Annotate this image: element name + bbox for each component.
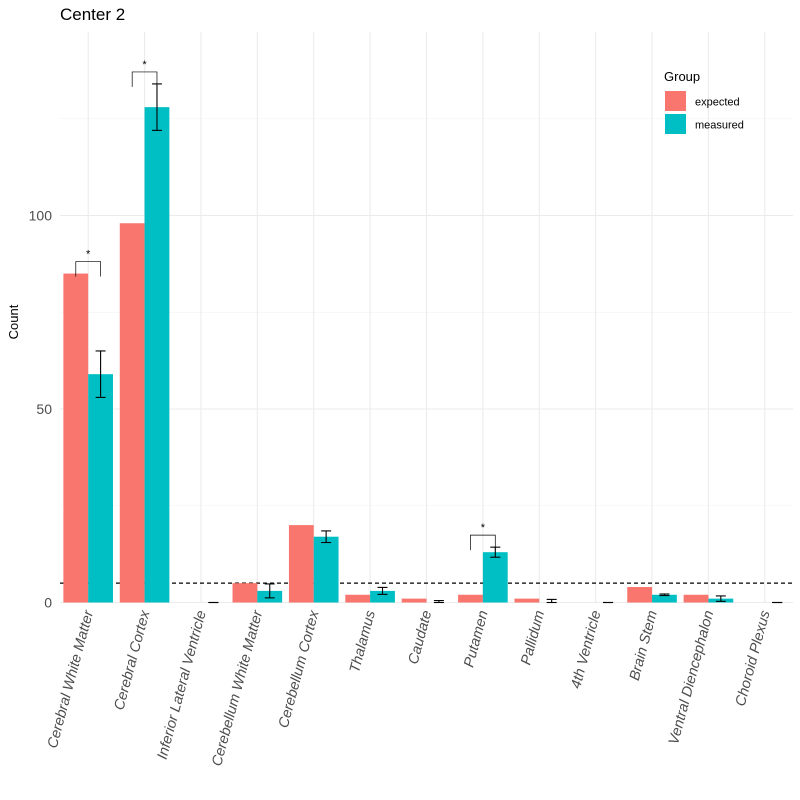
- y-axis-label: Count: [6, 304, 21, 339]
- bar-measured-thalamus: [370, 590, 395, 603]
- bar-measured-cerebral-cortex: [144, 107, 170, 603]
- legend-key-expected: [665, 91, 686, 111]
- error-bar-cerebral-white-matter: [95, 350, 106, 398]
- significance-bracket: [470, 534, 496, 551]
- x-tick-label: Ventral Diencephalon: [666, 609, 717, 747]
- x-tick-label: Pallidum: [518, 609, 548, 667]
- y-axis-ticks: 0 50 100: [29, 208, 53, 611]
- bar-expected-ventral-diencephalon: [683, 594, 709, 603]
- bar-expected-caudate: [401, 598, 427, 603]
- x-tick-label: 4th Ventricle: [568, 609, 604, 690]
- grid: [60, 32, 793, 604]
- significance-markers: * * *: [75, 59, 496, 551]
- x-tick-label: Cerebral White Matter: [45, 608, 97, 750]
- bar-expected-thalamus: [345, 594, 371, 603]
- chart-title: Center 2: [60, 5, 125, 24]
- bar-expected-cerebellum-cortex: [288, 525, 314, 603]
- bar-measured-cerebral-white-matter: [88, 374, 113, 603]
- x-axis-ticks: Cerebral White Matter Cerebral Cortex Infe…: [45, 608, 774, 768]
- error-bars: [95, 83, 783, 604]
- bar-expected-cerebral-cortex: [119, 223, 145, 603]
- error-bar-cerebellum-cortex: [321, 530, 332, 544]
- legend-key-measured: [665, 114, 686, 134]
- bar-expected-cerebellum-white-matter: [232, 583, 258, 603]
- bar-expected-brain-stem: [627, 587, 653, 603]
- significance-bracket: [75, 261, 101, 277]
- x-tick-label: Inferior Lateral Ventricle: [155, 609, 210, 761]
- legend: Group expected measured: [664, 69, 744, 134]
- x-tick-label: Choroid Plexus: [733, 609, 774, 708]
- bar-measured-cerebellum-cortex: [313, 536, 339, 603]
- significance-bracket: [131, 71, 158, 87]
- error-bar-brain-stem: [659, 593, 670, 597]
- significance-label: *: [86, 249, 91, 261]
- significance-label: *: [481, 522, 486, 534]
- x-tick-label: Caudate: [406, 609, 436, 666]
- bar-expected-cerebral-white-matter: [63, 273, 89, 603]
- bar-measured-putamen: [482, 552, 508, 603]
- significance-label: *: [142, 59, 147, 71]
- x-tick-label: Cerebellum Cortex: [276, 608, 323, 730]
- significance-putamen: *: [470, 522, 496, 551]
- x-tick-label: Thalamus: [347, 609, 379, 675]
- legend-title: Group: [664, 69, 700, 84]
- significance-cerebral-cortex: *: [131, 59, 158, 87]
- y-tick-label: 50: [36, 401, 52, 417]
- significance-cerebral-white-matter: *: [75, 249, 101, 277]
- error-bar-caudate: [433, 600, 444, 604]
- error-bar-cerebellum-white-matter: [264, 583, 275, 599]
- bar-expected-putamen: [458, 594, 483, 603]
- x-tick-label: Putamen: [461, 609, 491, 669]
- y-tick-label: 0: [44, 595, 52, 611]
- x-tick-label: Cerebral Cortex: [111, 608, 153, 712]
- error-bar-ventral-diencephalon: [715, 595, 726, 602]
- y-tick-label: 100: [29, 208, 53, 224]
- x-tick-label: Cerebellum White Matter: [209, 608, 266, 768]
- bars: [63, 107, 734, 603]
- legend-label-measured: measured: [695, 120, 744, 132]
- legend-label-expected: expected: [695, 97, 740, 109]
- error-bar-pallidum: [546, 598, 557, 604]
- bar-measured-brain-stem: [652, 594, 677, 603]
- error-bar-thalamus: [377, 586, 388, 595]
- bar-expected-pallidum: [514, 598, 540, 603]
- x-tick-label: Brain Stem: [627, 609, 661, 682]
